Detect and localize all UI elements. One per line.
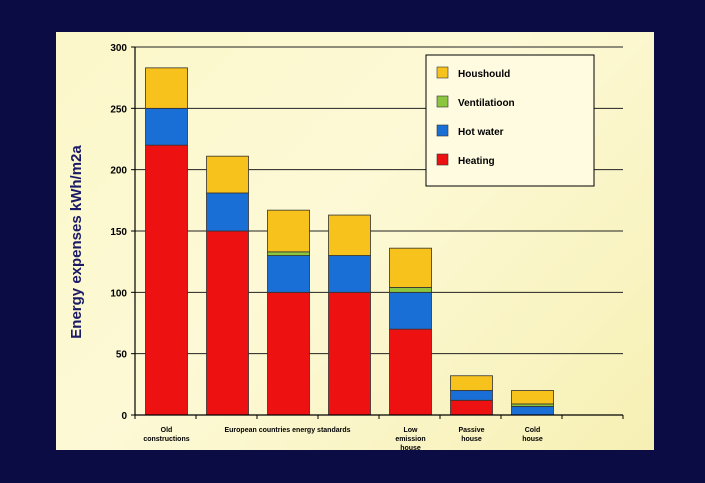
stacked-bar-chart: 0 50 100 150 200 250 300 Old constructions Europ… <box>68 43 624 450</box>
legend-box <box>425 54 595 187</box>
x-category-label: constructions <box>143 436 189 443</box>
y-tick-label: 150 <box>110 227 127 238</box>
bar-segment-hot-water <box>145 107 188 146</box>
bar-segment-heating <box>206 230 249 416</box>
bar-segment-heating <box>450 399 493 416</box>
legend-label: Houshould <box>458 69 510 80</box>
bar-segment-hot-water <box>206 192 249 232</box>
bar-segment-heating <box>328 291 371 416</box>
bar-segment-hot-water <box>511 406 554 416</box>
bar-segment-houshould <box>389 247 432 288</box>
legend: Houshould Ventilatioon Hot water Heating <box>425 54 595 187</box>
category-labels: Old constructions European countries energ… <box>143 427 543 450</box>
bar-segment-hot-water <box>328 255 371 293</box>
legend-swatch <box>436 95 449 108</box>
bar-segment-ventilatioon <box>389 287 432 293</box>
x-category-label: Low <box>404 427 419 434</box>
y-tick-label: 250 <box>110 104 127 115</box>
x-category-label: emission <box>395 436 425 443</box>
bar-segment-heating <box>267 291 310 416</box>
chart-panel: 0 50 100 150 200 250 300 Old constructions Europ… <box>56 32 654 450</box>
bar-segment-hot-water <box>450 390 493 401</box>
bar-segment-hot-water <box>389 291 432 330</box>
y-tick-label: 100 <box>110 288 127 299</box>
bars <box>145 67 554 416</box>
bar-segment-heating <box>145 144 188 416</box>
legend-swatch <box>436 66 449 79</box>
bar-segment-hot-water <box>267 255 310 293</box>
legend-label: Ventilatioon <box>458 98 515 109</box>
bar-segment-heating <box>389 328 432 416</box>
bar-segment-houshould <box>145 67 188 109</box>
legend-swatch <box>436 153 449 166</box>
x-category-label: house <box>400 445 421 450</box>
bar-segment-houshould <box>206 155 249 194</box>
x-category-label: house <box>522 436 543 443</box>
x-category-label: European countries energy standards <box>224 427 350 434</box>
y-tick-label: 300 <box>110 43 127 54</box>
bar-segment-ventilatioon <box>267 251 310 256</box>
y-axis-label: Energy expenses kWh/m2a <box>68 145 85 339</box>
bar-segment-houshould <box>328 214 371 256</box>
legend-label: Heating <box>458 156 495 167</box>
y-tick-label: 200 <box>110 166 127 177</box>
y-tick-label: 50 <box>116 350 128 361</box>
x-category-label: Old <box>161 427 173 434</box>
axes <box>131 46 624 419</box>
legend-label: Hot water <box>458 127 504 138</box>
bar-segment-houshould <box>511 390 554 405</box>
y-tick-labels: 0 50 100 150 200 250 300 <box>110 43 127 422</box>
x-category-label: Passive <box>458 427 484 434</box>
x-category-label: house <box>461 436 482 443</box>
bar-segment-houshould <box>267 209 310 253</box>
y-tick-label: 0 <box>121 411 127 422</box>
legend-swatch <box>436 124 449 137</box>
bar-segment-houshould <box>450 375 493 391</box>
x-category-label: Cold <box>525 427 541 434</box>
